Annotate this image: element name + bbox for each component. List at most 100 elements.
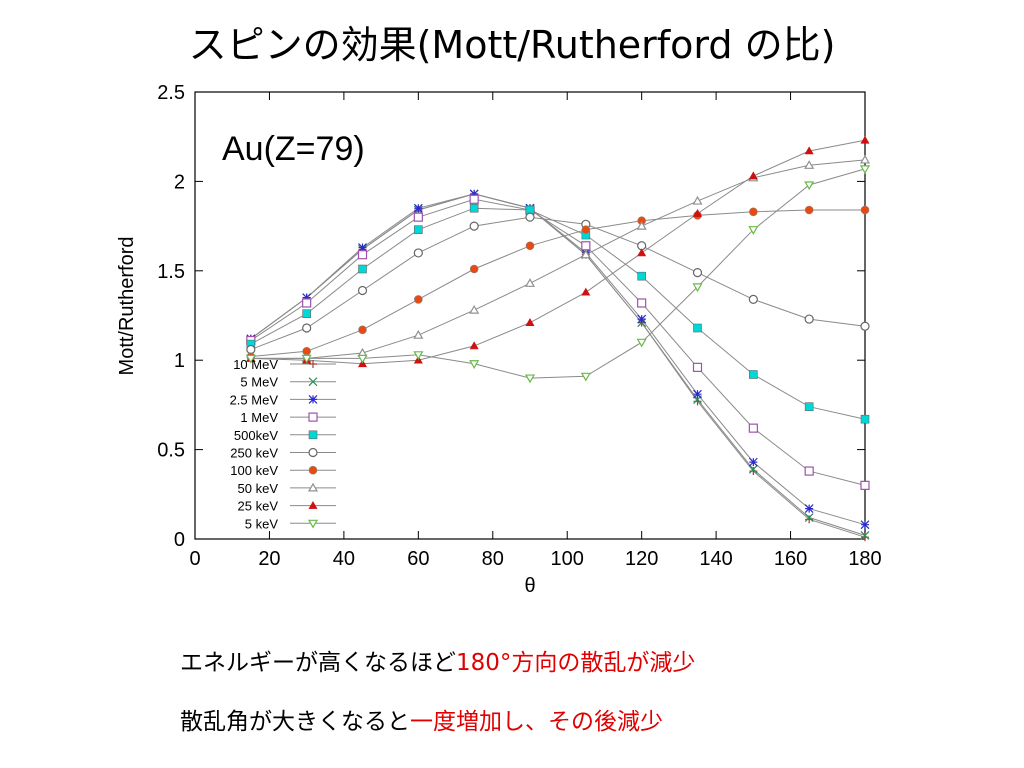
data-point (860, 520, 870, 530)
data-point (748, 226, 759, 235)
data-point (860, 414, 870, 424)
data-point (413, 248, 423, 258)
data-point (302, 309, 311, 319)
data-point (804, 314, 814, 324)
data-point (692, 208, 703, 217)
x-axis-label: θ (524, 575, 535, 597)
x-tick-label: 160 (774, 548, 807, 570)
data-point (414, 225, 423, 234)
series-line (250, 193, 866, 526)
legend-swatch-marker (308, 412, 318, 422)
data-point (413, 203, 423, 213)
series-markers (245, 135, 871, 542)
note-energy-highlight: 180°方向の散乱が減少 (456, 650, 696, 676)
data-point (469, 360, 480, 369)
legend-label: 250 keV (230, 446, 278, 461)
data-point (636, 220, 647, 230)
series-line (250, 198, 866, 486)
data-point (358, 243, 367, 252)
data-point (469, 194, 479, 204)
data-point (469, 264, 479, 274)
legend-swatch-marker (308, 430, 318, 440)
data-point (861, 533, 869, 542)
data-point (469, 203, 479, 213)
x-tick-label: 60 (407, 548, 429, 570)
legend-swatch-marker (308, 465, 318, 475)
data-point (246, 344, 256, 355)
y-tick-label: 1 (174, 350, 185, 372)
data-point (357, 354, 368, 364)
legend-label: 5 keV (245, 516, 279, 531)
x-tick-label: 120 (625, 548, 658, 570)
data-point (859, 154, 871, 164)
data-point (581, 287, 591, 296)
data-point (357, 285, 368, 296)
data-point (581, 225, 591, 234)
legend-swatch-marker (308, 447, 318, 458)
note-angle-highlight: 一度増加し、その後減少 (410, 709, 663, 735)
legend: 10 MeV 5 MeV 2.5 MeV 1 MeV 500keV 250 keV 100 … (230, 357, 336, 531)
y-tick-label: 2 (174, 171, 185, 193)
data-point (859, 165, 871, 175)
y-axis-label: Mott/Rutherford (116, 237, 138, 376)
data-point (748, 294, 758, 305)
series-line (250, 159, 866, 359)
data-point (636, 338, 647, 348)
data-point (469, 304, 480, 314)
data-point (413, 329, 424, 339)
data-point (413, 212, 423, 222)
data-point (525, 212, 535, 222)
series-line (250, 193, 866, 536)
legend-swatch-marker (307, 519, 319, 529)
legend-swatch-marker (308, 377, 318, 387)
series-line (250, 168, 866, 379)
data-point (580, 372, 591, 382)
note-angle: 散乱角が大きくなると一度増加し、その後減少 (180, 702, 663, 736)
data-point (302, 323, 312, 333)
data-point (302, 298, 312, 308)
legend-label: 500keV (234, 428, 278, 443)
series-line (250, 216, 866, 350)
x-tick-label: 180 (848, 548, 881, 570)
series-line (250, 209, 865, 358)
x-tick-label: 20 (258, 548, 280, 570)
data-point (748, 464, 758, 474)
data-point (693, 389, 702, 399)
legend-label: 10 MeV (233, 357, 278, 372)
data-point (804, 513, 814, 522)
series-line (250, 139, 866, 365)
note-angle-text: 散乱角が大きくなると (180, 709, 410, 735)
legend-label: 100 keV (230, 463, 278, 478)
data-point (358, 325, 367, 335)
x-tick-label: 80 (482, 548, 504, 570)
data-point (469, 221, 479, 231)
data-point (749, 207, 758, 217)
data-point (692, 267, 703, 278)
data-point (637, 248, 647, 257)
legend-label: 1 MeV (240, 410, 278, 425)
data-point (804, 181, 815, 191)
x-tick-label: 0 (189, 548, 200, 570)
data-point (860, 205, 870, 215)
plot-frame (194, 91, 866, 540)
data-point (245, 354, 256, 364)
x-tick-label: 140 (699, 548, 732, 570)
data-point (804, 402, 814, 411)
y-tick-label: 0 (174, 529, 185, 551)
data-point (860, 530, 870, 540)
data-point (748, 457, 758, 467)
data-point (525, 241, 535, 251)
legend-swatch-marker (307, 482, 319, 492)
data-point (469, 189, 479, 199)
note-energy: エネルギーが高くなるほど180°方向の散乱が減少 (180, 643, 695, 677)
note-energy-text: エネルギーが高くなるほど (180, 650, 456, 676)
data-point (302, 293, 312, 303)
data-point (580, 249, 591, 259)
x-tick-label: 100 (551, 548, 584, 570)
data-point (637, 314, 647, 324)
data-point (693, 397, 702, 406)
series-lines (250, 139, 866, 538)
legend-swatch-marker (308, 500, 318, 509)
data-point (860, 321, 870, 331)
